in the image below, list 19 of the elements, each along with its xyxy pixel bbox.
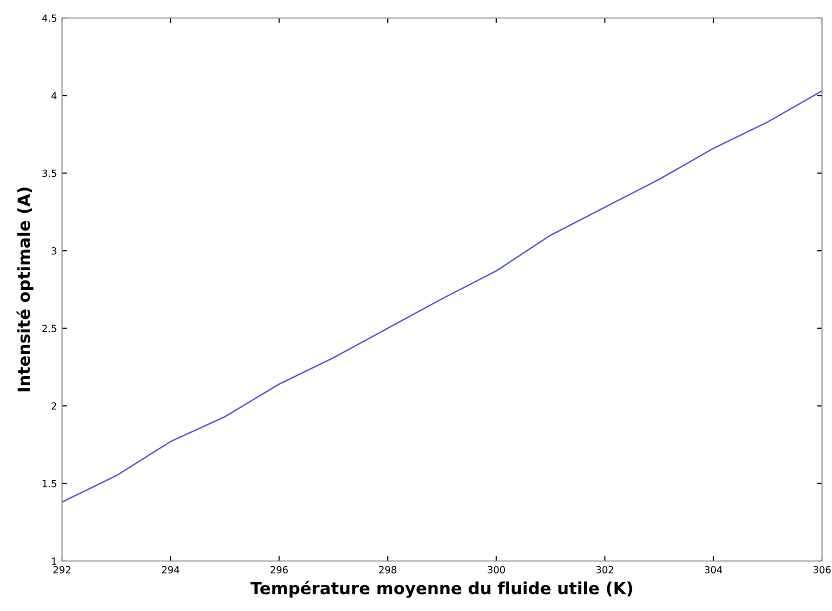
x-tick-label: 292 xyxy=(53,566,70,574)
x-tick-label: 306 xyxy=(813,566,831,574)
y-tick-label: 2 xyxy=(52,402,56,410)
x-tick-label: 294 xyxy=(162,566,180,574)
x-tick-label: 298 xyxy=(379,566,396,574)
y-axis-title: Intensité optimale (A) xyxy=(16,188,34,392)
y-tick-label: 1 xyxy=(52,558,56,565)
x-tick-label: 302 xyxy=(596,566,614,574)
x-tick-label: 296 xyxy=(270,566,288,574)
x-tick-label: 304 xyxy=(704,566,722,574)
x-axis-title: Température moyenne du fluide utile (K) xyxy=(250,580,632,598)
line-series xyxy=(62,90,822,503)
y-tick-label: 1.5 xyxy=(42,480,56,488)
y-tick-label: 4 xyxy=(51,92,57,100)
y-tick-label: 4.5 xyxy=(42,14,56,22)
y-tick-label: 2.5 xyxy=(42,324,56,332)
y-tick-label: 3 xyxy=(52,247,56,255)
y-tick-label: 3.5 xyxy=(42,170,56,177)
x-tick-label: 300 xyxy=(488,566,505,574)
